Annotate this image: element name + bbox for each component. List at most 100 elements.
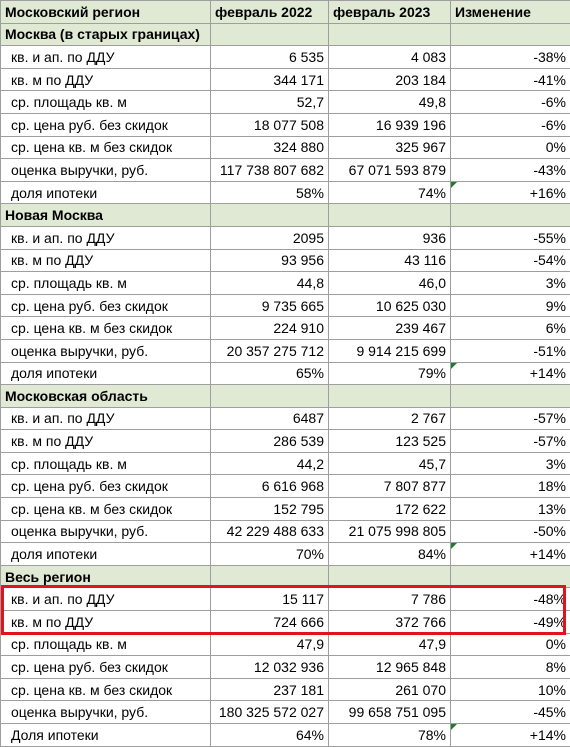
empty-cell[interactable] <box>329 23 451 46</box>
value-feb2022[interactable]: 93 956 <box>211 249 329 272</box>
empty-cell[interactable] <box>211 565 329 588</box>
row-label[interactable]: оценка выручки, руб. <box>1 520 211 543</box>
value-feb2023[interactable]: 45,7 <box>329 452 451 475</box>
row-label[interactable]: ср. цена кв. м без скидок <box>1 317 211 340</box>
value-change[interactable]: 8% <box>451 656 570 679</box>
row-label[interactable]: доля ипотеки <box>1 362 211 385</box>
row-label[interactable]: Доля ипотеки <box>1 724 211 747</box>
value-feb2023[interactable]: 261 070 <box>329 678 451 701</box>
section-title[interactable]: Новая Москва <box>1 204 211 227</box>
row-label[interactable]: доля ипотеки <box>1 543 211 566</box>
empty-cell[interactable] <box>329 385 451 408</box>
value-feb2023[interactable]: 123 525 <box>329 430 451 453</box>
value-feb2023[interactable]: 67 071 593 879 <box>329 159 451 182</box>
header-feb2023[interactable]: февраль 2023 <box>329 1 451 24</box>
value-change[interactable]: -57% <box>451 407 570 430</box>
row-label[interactable]: ср. площадь кв. м <box>1 272 211 295</box>
value-change[interactable]: 13% <box>451 498 570 521</box>
value-feb2022[interactable]: 237 181 <box>211 678 329 701</box>
row-label[interactable]: оценка выручки, руб. <box>1 339 211 362</box>
row-label[interactable]: ср. площадь кв. м <box>1 91 211 114</box>
row-label[interactable]: кв. и ап. по ДДУ <box>1 588 211 611</box>
value-feb2023[interactable]: 12 965 848 <box>329 656 451 679</box>
value-feb2023[interactable]: 9 914 215 699 <box>329 339 451 362</box>
value-feb2022[interactable]: 6 616 968 <box>211 475 329 498</box>
empty-cell[interactable] <box>211 23 329 46</box>
value-change[interactable]: +14% <box>451 362 570 385</box>
header-feb2022[interactable]: февраль 2022 <box>211 1 329 24</box>
value-feb2022[interactable]: 52,7 <box>211 91 329 114</box>
value-feb2023[interactable]: 47,9 <box>329 633 451 656</box>
value-change[interactable]: +14% <box>451 543 570 566</box>
row-label[interactable]: ср. цена кв. м без скидок <box>1 136 211 159</box>
value-feb2022[interactable]: 47,9 <box>211 633 329 656</box>
value-feb2022[interactable]: 9 735 665 <box>211 294 329 317</box>
value-feb2022[interactable]: 224 910 <box>211 317 329 340</box>
value-feb2022[interactable]: 42 229 488 633 <box>211 520 329 543</box>
value-change[interactable]: 9% <box>451 294 570 317</box>
empty-cell[interactable] <box>329 204 451 227</box>
row-label[interactable]: кв. и ап. по ДДУ <box>1 46 211 69</box>
value-feb2022[interactable]: 6487 <box>211 407 329 430</box>
value-feb2022[interactable]: 18 077 508 <box>211 113 329 136</box>
value-feb2022[interactable]: 180 325 572 027 <box>211 701 329 724</box>
value-change[interactable]: -48% <box>451 588 570 611</box>
value-feb2022[interactable]: 70% <box>211 543 329 566</box>
value-feb2023[interactable]: 74% <box>329 181 451 204</box>
value-feb2023[interactable]: 372 766 <box>329 611 451 634</box>
row-label[interactable]: кв. и ап. по ДДУ <box>1 407 211 430</box>
value-feb2023[interactable]: 2 767 <box>329 407 451 430</box>
header-region[interactable]: Московский регион <box>1 1 211 24</box>
value-change[interactable]: -6% <box>451 113 570 136</box>
value-feb2023[interactable]: 79% <box>329 362 451 385</box>
row-label[interactable]: ср. цена руб. без скидок <box>1 656 211 679</box>
value-feb2022[interactable]: 324 880 <box>211 136 329 159</box>
value-feb2023[interactable]: 203 184 <box>329 68 451 91</box>
empty-cell[interactable] <box>451 23 570 46</box>
value-feb2023[interactable]: 21 075 998 805 <box>329 520 451 543</box>
row-label[interactable]: ср. цена руб. без скидок <box>1 475 211 498</box>
value-feb2023[interactable]: 78% <box>329 724 451 747</box>
value-feb2023[interactable]: 239 467 <box>329 317 451 340</box>
value-change[interactable]: -41% <box>451 68 570 91</box>
value-feb2023[interactable]: 99 658 751 095 <box>329 701 451 724</box>
section-title[interactable]: Московская область <box>1 385 211 408</box>
section-title[interactable]: Весь регион <box>1 565 211 588</box>
value-change[interactable]: 10% <box>451 678 570 701</box>
row-label[interactable]: кв. м по ДДУ <box>1 611 211 634</box>
header-change[interactable]: Изменение <box>451 1 570 24</box>
row-label[interactable]: ср. цена руб. без скидок <box>1 113 211 136</box>
value-feb2023[interactable]: 7 807 877 <box>329 475 451 498</box>
value-change[interactable]: -57% <box>451 430 570 453</box>
value-feb2023[interactable]: 936 <box>329 226 451 249</box>
row-label[interactable]: кв. м по ДДУ <box>1 68 211 91</box>
value-change[interactable]: 18% <box>451 475 570 498</box>
value-change[interactable]: -50% <box>451 520 570 543</box>
value-feb2022[interactable]: 65% <box>211 362 329 385</box>
empty-cell[interactable] <box>451 385 570 408</box>
value-feb2022[interactable]: 15 117 <box>211 588 329 611</box>
value-feb2022[interactable]: 20 357 275 712 <box>211 339 329 362</box>
value-change[interactable]: 0% <box>451 136 570 159</box>
row-label[interactable]: ср. площадь кв. м <box>1 633 211 656</box>
value-feb2023[interactable]: 43 116 <box>329 249 451 272</box>
value-feb2023[interactable]: 49,8 <box>329 91 451 114</box>
value-feb2022[interactable]: 152 795 <box>211 498 329 521</box>
value-feb2022[interactable]: 58% <box>211 181 329 204</box>
value-feb2022[interactable]: 44,8 <box>211 272 329 295</box>
value-feb2022[interactable]: 117 738 807 682 <box>211 159 329 182</box>
value-feb2023[interactable]: 10 625 030 <box>329 294 451 317</box>
value-change[interactable]: +14% <box>451 724 570 747</box>
value-feb2022[interactable]: 724 666 <box>211 611 329 634</box>
value-feb2022[interactable]: 286 539 <box>211 430 329 453</box>
value-feb2023[interactable]: 325 967 <box>329 136 451 159</box>
row-label[interactable]: ср. площадь кв. м <box>1 452 211 475</box>
empty-cell[interactable] <box>211 385 329 408</box>
value-change[interactable]: -49% <box>451 611 570 634</box>
value-feb2023[interactable]: 172 622 <box>329 498 451 521</box>
value-change[interactable]: -6% <box>451 91 570 114</box>
value-change[interactable]: -51% <box>451 339 570 362</box>
row-label[interactable]: оценка выручки, руб. <box>1 701 211 724</box>
empty-cell[interactable] <box>329 565 451 588</box>
value-change[interactable]: -43% <box>451 159 570 182</box>
